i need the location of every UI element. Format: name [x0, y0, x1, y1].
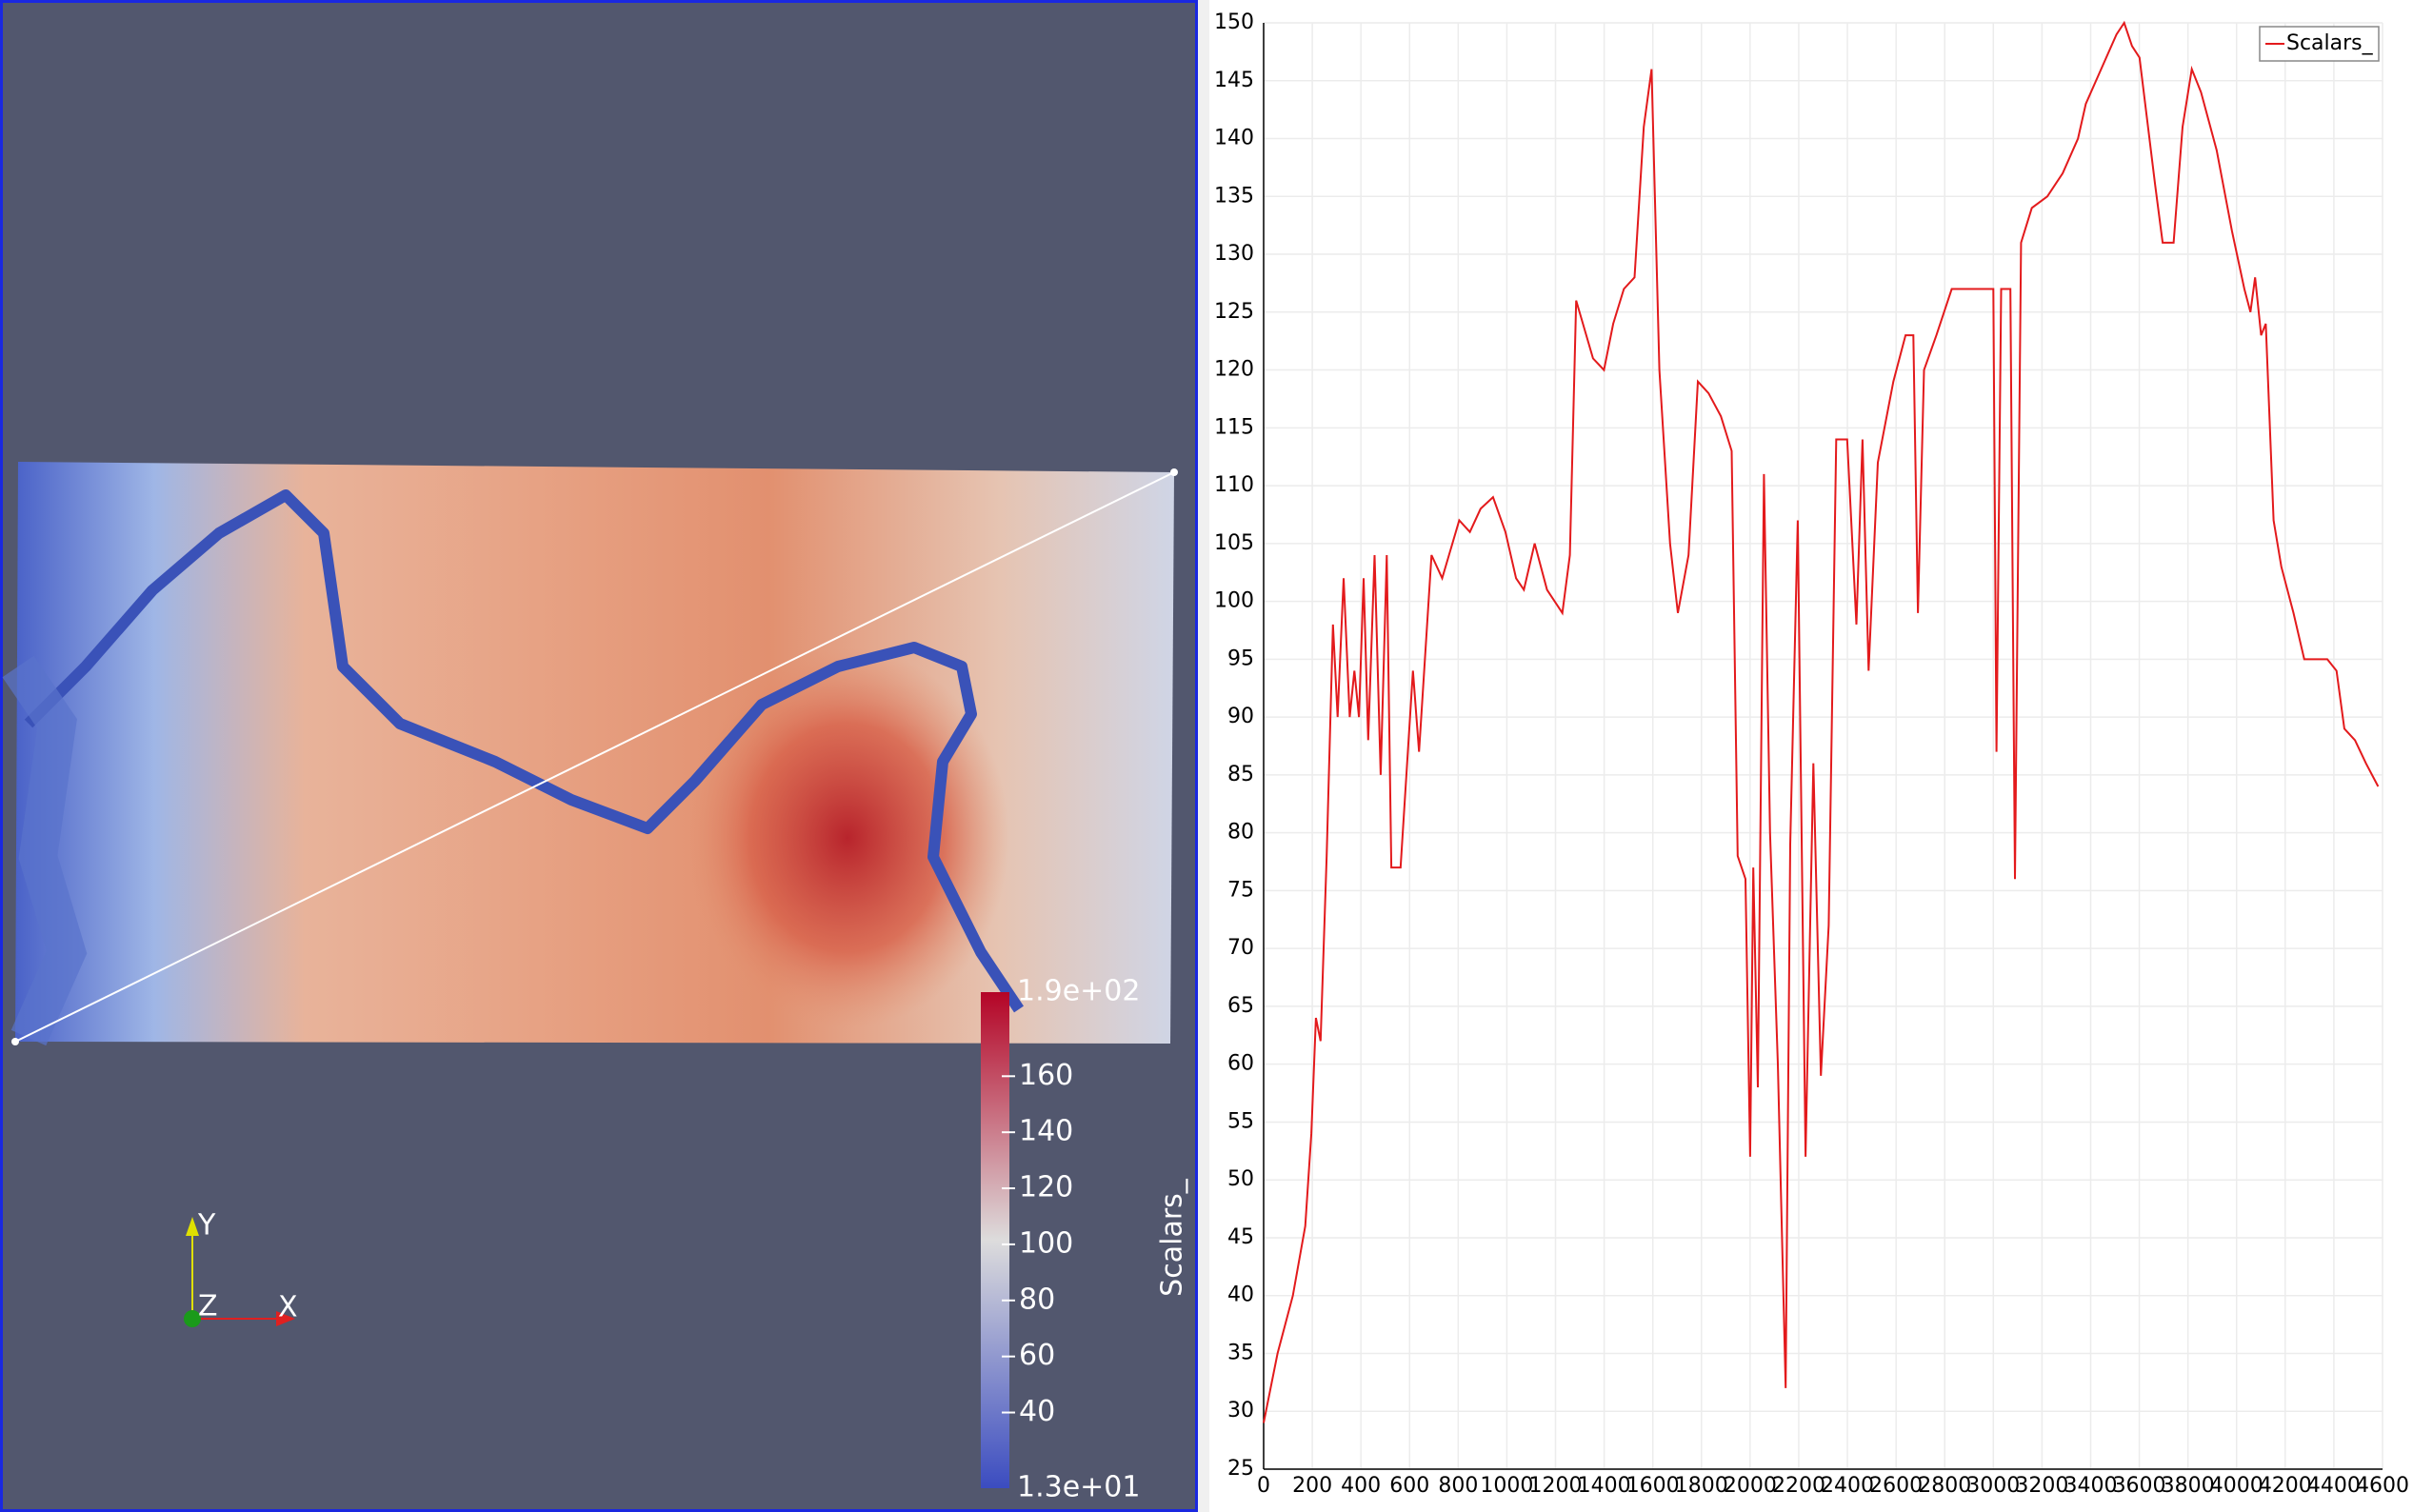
- y-tick-label: 25: [1227, 1457, 1254, 1481]
- y-tick-label: 85: [1227, 763, 1254, 786]
- x-tick-label: 1800: [1675, 1474, 1728, 1498]
- color-bar-label: 80: [1019, 1283, 1055, 1316]
- x-tick-label: 2800: [1918, 1474, 1971, 1498]
- y-tick-label: 145: [1214, 69, 1254, 92]
- render-view[interactable]: Y Z X Scalars_ 1.3e+01 1.9e+02 40 60 80 100 12…: [0, 0, 1198, 1512]
- y-tick-label: 75: [1227, 878, 1254, 902]
- y-tick-label: 115: [1214, 415, 1254, 439]
- y-tick-label: 35: [1227, 1341, 1254, 1364]
- axis-label: Y: [197, 1209, 216, 1243]
- color-bar-label: 120: [1019, 1171, 1073, 1204]
- active-border: [0, 0, 1198, 1512]
- y-tick-label: 150: [1214, 10, 1254, 34]
- x-tick-label: 200: [1292, 1474, 1332, 1498]
- axis-label: X: [278, 1291, 298, 1324]
- legend-label: Scalars_: [2286, 31, 2374, 55]
- color-bar: [981, 992, 1009, 1488]
- x-tick-label: 1200: [1529, 1474, 1583, 1498]
- x-tick-label: 4600: [2356, 1474, 2409, 1498]
- x-tick-label: 3600: [2113, 1474, 2166, 1498]
- color-bar-label: 60: [1019, 1339, 1055, 1372]
- axis-label: Z: [198, 1290, 218, 1323]
- x-tick-label: 4000: [2210, 1474, 2263, 1498]
- y-tick-label: 130: [1214, 242, 1254, 266]
- terrain-low: [2, 655, 88, 1046]
- y-tick-label: 120: [1214, 358, 1254, 382]
- y-tick-label: 70: [1227, 936, 1254, 960]
- orientation-axes: Y Z X: [184, 1209, 298, 1327]
- probe-line[interactable]: [14, 471, 1175, 1043]
- line-chart-view[interactable]: 25 30 35 40 45 50 55 60 65 70 75 80 85 90 95 100 105 110 1…: [1209, 0, 2413, 1512]
- y-tick-label: 40: [1227, 1283, 1254, 1307]
- color-bar-label: 1.9e+02: [1017, 975, 1140, 1008]
- y-tick-label: 90: [1227, 705, 1254, 728]
- x-tick-label: 1400: [1578, 1474, 1631, 1498]
- probe-handle[interactable]: [11, 1038, 19, 1045]
- x-tick-label: 1000: [1480, 1474, 1533, 1498]
- x-tick-label: 1600: [1626, 1474, 1680, 1498]
- x-arrow: [276, 1311, 295, 1326]
- y-tick-label: 65: [1227, 994, 1254, 1018]
- x-tick-label: 3200: [2015, 1474, 2068, 1498]
- color-bar-label: 160: [1019, 1059, 1073, 1092]
- x-tick-label: 3800: [2162, 1474, 2215, 1498]
- x-tick-label: 2600: [1869, 1474, 1923, 1498]
- z-axis: [184, 1310, 201, 1327]
- y-tick-label: 45: [1227, 1225, 1254, 1249]
- color-bar-label: 100: [1019, 1226, 1073, 1260]
- x-tick-label: 2200: [1772, 1474, 1825, 1498]
- y-tick-label: 125: [1214, 300, 1254, 324]
- y-tick-label: 60: [1227, 1052, 1254, 1076]
- color-bar-label: 140: [1019, 1115, 1073, 1148]
- x-tick-label: 400: [1341, 1474, 1381, 1498]
- y-tick-label: 80: [1227, 821, 1254, 845]
- y-tick-label: 50: [1227, 1167, 1254, 1191]
- x-tick-label: 800: [1438, 1474, 1478, 1498]
- y-tick-label: 95: [1227, 647, 1254, 670]
- y-tick-label: 105: [1214, 531, 1254, 555]
- y-tick-label: 100: [1214, 589, 1254, 613]
- y-arrow: [186, 1217, 199, 1236]
- terrain-high: [686, 647, 1009, 1028]
- x-tick-label: 4200: [2259, 1474, 2312, 1498]
- probe-handle[interactable]: [1170, 468, 1178, 476]
- y-tick-label: 110: [1214, 473, 1254, 497]
- y-tick-label: 140: [1214, 127, 1254, 150]
- y-tick-label: 55: [1227, 1109, 1254, 1133]
- x-tick-label: 3000: [1966, 1474, 2020, 1498]
- x-tick-label: 0: [1257, 1474, 1270, 1498]
- y-tick-label: 135: [1214, 184, 1254, 208]
- x-tick-label: 3400: [2064, 1474, 2117, 1498]
- color-bar-label: 40: [1019, 1395, 1055, 1428]
- color-bar-label: 1.3e+01: [1017, 1471, 1140, 1504]
- river: [24, 489, 1024, 1013]
- x-tick-label: 600: [1389, 1474, 1429, 1498]
- x-tick-label: 2000: [1724, 1474, 1777, 1498]
- data-line: [1263, 20, 2380, 1423]
- x-tick-label: 2400: [1821, 1474, 1874, 1498]
- x-tick-label: 4400: [2307, 1474, 2361, 1498]
- color-bar-title: Scalars_: [1156, 1178, 1189, 1297]
- y-tick-label: 30: [1227, 1399, 1254, 1422]
